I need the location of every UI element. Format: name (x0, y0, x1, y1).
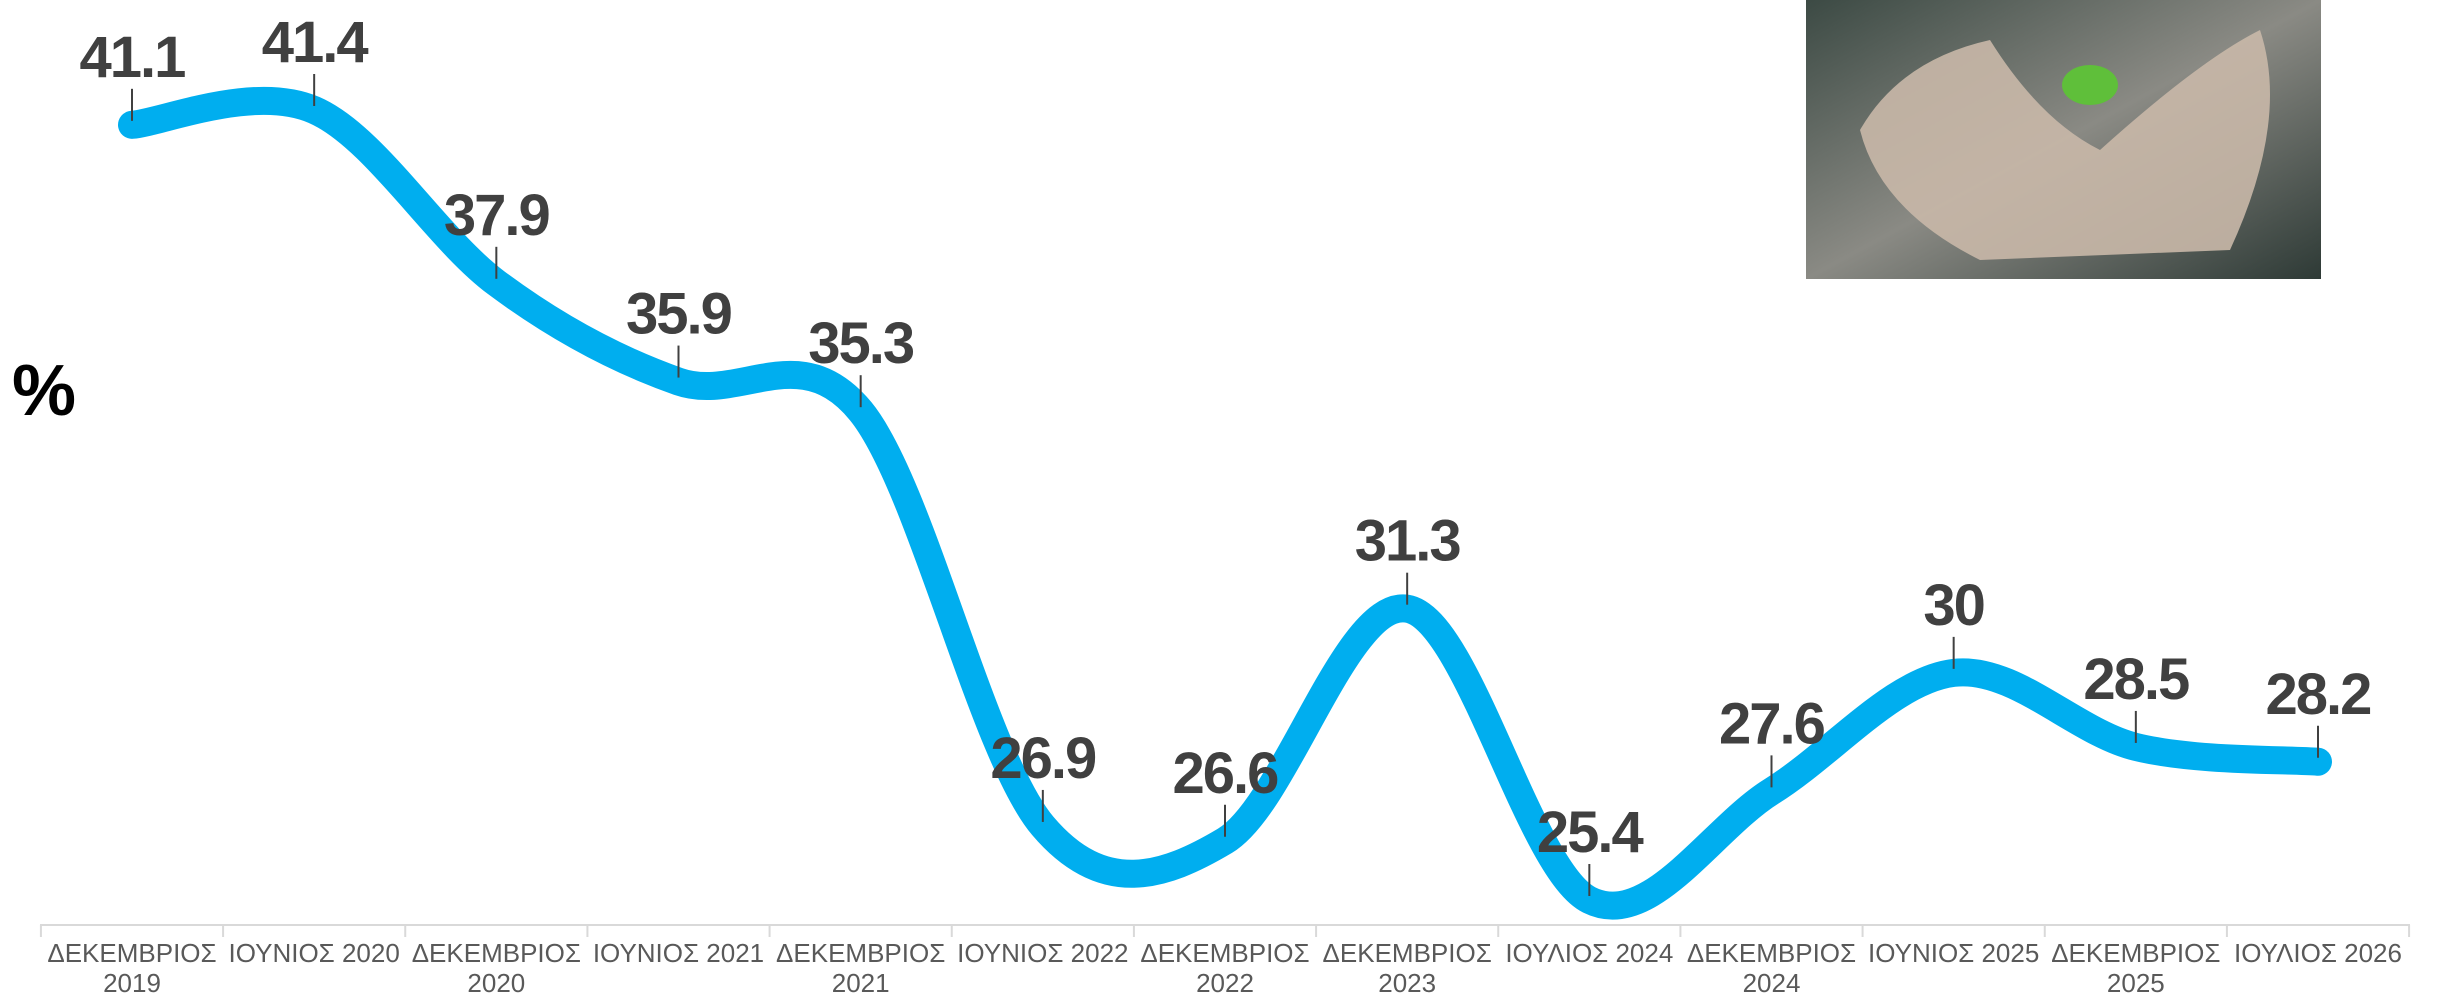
x-tick-label: ΔΕΚΕΜΒΡΙΟΣ 2019 (47, 938, 217, 998)
x-tick-label: ΔΕΚΕΜΒΡΙΟΣ 2021 (776, 938, 946, 998)
value-label: 26.6 (1173, 741, 1279, 806)
x-tick-label: ΔΕΚΕΜΒΡΙΟΣ 2022 (1140, 938, 1310, 998)
chart-title: % (12, 351, 76, 431)
x-tick-label: ΙΟΥΝΙΟΣ 2025 (1868, 938, 2040, 968)
value-label: 27.6 (1719, 691, 1825, 756)
value-label: 30 (1923, 573, 1984, 638)
x-tick-label: ΙΟΥΝΙΟΣ 2020 (228, 938, 400, 968)
x-tick-label: ΙΟΥΛΙΟΣ 2026 (2233, 938, 2402, 968)
value-label: 35.3 (808, 311, 914, 376)
x-tick-label: ΙΟΥΛΙΟΣ 2024 (1505, 938, 1674, 968)
x-tick-label: ΔΕΚΕΜΒΡΙΟΣ 2023 (1322, 938, 1492, 998)
value-label: 28.5 (2083, 647, 2189, 712)
value-label: 28.2 (2266, 662, 2371, 727)
value-label: 31.3 (1355, 509, 1461, 574)
photo (1806, 0, 2321, 279)
x-tick-label: ΙΟΥΝΙΟΣ 2021 (592, 938, 765, 968)
value-label: 26.9 (990, 726, 1096, 791)
value-label: 25.4 (1537, 800, 1644, 865)
value-label: 41.4 (262, 10, 369, 75)
x-tick-label: ΔΕΚΕΜΒΡΙΟΣ 2024 (1686, 938, 1857, 998)
x-tick-label: ΔΕΚΕΜΒΡΙΟΣ 2020 (411, 938, 581, 998)
value-label: 41.1 (80, 25, 186, 90)
x-tick-label: ΙΟΥΝΙΟΣ 2022 (957, 938, 1129, 968)
value-label: 35.9 (626, 282, 732, 347)
value-label: 37.9 (444, 183, 550, 248)
x-tick-label: ΔΕΚΕΜΒΡΙΟΣ 2025 (2051, 938, 2221, 998)
line (118, 86, 2332, 920)
